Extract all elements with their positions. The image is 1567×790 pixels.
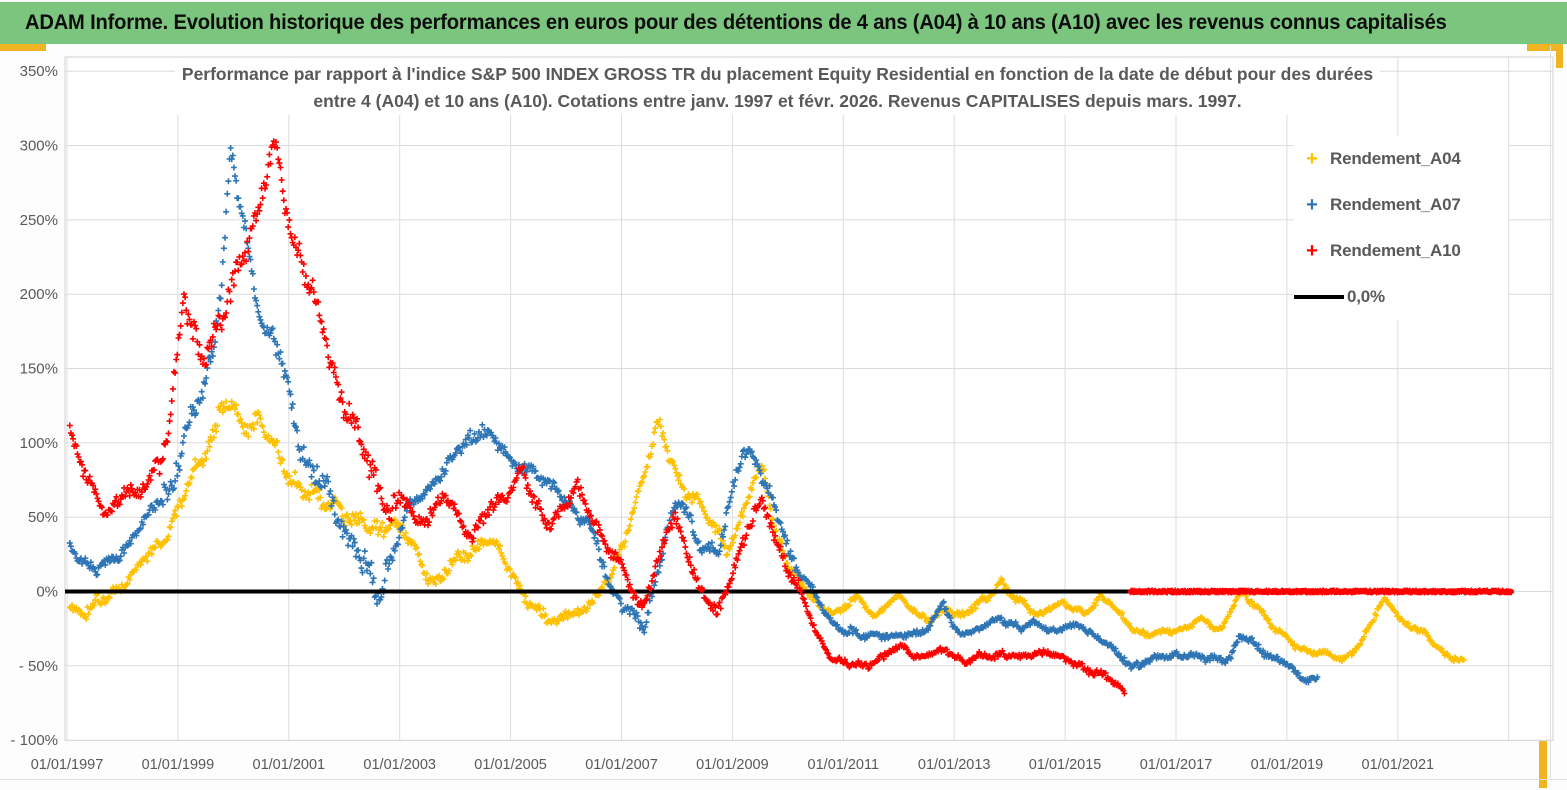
zero-line-icon — [1294, 295, 1344, 299]
bottom-divider — [0, 779, 1567, 780]
x-axis-label: 01/01/2019 — [1251, 757, 1324, 773]
y-axis-label: 350% — [20, 63, 58, 80]
legend-item-rendement-a04: + Rendement_A04 — [1294, 136, 1508, 182]
report-title: ADAM Informe. Evolution historique des p… — [24, 11, 1447, 34]
chart-title: Performance par rapport à l'indice S&P 5… — [175, 58, 1380, 115]
y-axis-label: 300% — [20, 138, 58, 155]
x-axis-label: 01/01/2011 — [808, 757, 880, 773]
chart-title-line-1: Performance par rapport à l'indice S&P 5… — [181, 64, 1374, 84]
y-axis-label: 250% — [20, 212, 58, 229]
legend-item-zero-line: 0,0% — [1294, 274, 1508, 320]
legend-label: Rendement_A10 — [1330, 241, 1461, 260]
y-axis-label: 50% — [28, 509, 58, 526]
series-rendement-a10 — [66, 138, 1128, 697]
y-axis-label: 0% — [36, 584, 58, 601]
plus-marker-icon: + — [1306, 148, 1318, 170]
right-divider — [1550, 46, 1551, 779]
chart-legend: + Rendement_A04 + Rendement_A07 + Rendem… — [1294, 136, 1508, 320]
x-axis-label: 01/01/1997 — [31, 757, 104, 773]
plus-marker-icon: + — [1306, 240, 1318, 262]
x-axis-label: 01/01/2013 — [918, 757, 991, 773]
series-rendement-a07 — [66, 145, 1321, 686]
legend-item-rendement-a10: + Rendement_A10 — [1294, 228, 1508, 274]
report-header-bar: ADAM Informe. Evolution historique des p… — [0, 2, 1567, 44]
legend-label: Rendement_A04 — [1330, 149, 1461, 168]
legend-item-rendement-a07: + Rendement_A07 — [1294, 182, 1508, 228]
x-axis-label: 01/01/2007 — [585, 757, 658, 773]
x-axis-label: 01/01/2009 — [696, 757, 769, 773]
x-axis-label: 01/01/1999 — [142, 757, 215, 773]
y-axis-label: 100% — [20, 435, 58, 452]
y-axis-label: - 100% — [10, 732, 58, 749]
x-axis-label: 01/01/2015 — [1029, 757, 1102, 773]
plus-marker-icon: + — [1306, 194, 1318, 216]
x-axis-label: 01/01/2005 — [474, 757, 547, 773]
legend-label: Rendement_A07 — [1330, 195, 1461, 214]
accent-top-right-vertical — [1556, 44, 1563, 68]
y-axis-label: 200% — [20, 286, 58, 303]
y-axis-label: - 50% — [19, 658, 58, 675]
series-a10-zero-markers — [1127, 587, 1515, 596]
accent-top-left — [0, 44, 46, 51]
series-rendement-a04 — [66, 398, 1467, 665]
x-axis-label: 01/01/2001 — [253, 757, 326, 773]
x-axis-label: 01/01/2017 — [1140, 757, 1213, 773]
chart-title-line-2: entre 4 (A04) et 10 ans (A10). Cotations… — [313, 91, 1242, 111]
x-axis-label: 01/01/2021 — [1362, 757, 1435, 773]
y-axis-label: 150% — [20, 361, 58, 378]
x-axis-label: 01/01/2003 — [363, 757, 436, 773]
accent-top-right-horizontal — [1527, 44, 1563, 51]
legend-label: 0,0% — [1347, 287, 1385, 306]
